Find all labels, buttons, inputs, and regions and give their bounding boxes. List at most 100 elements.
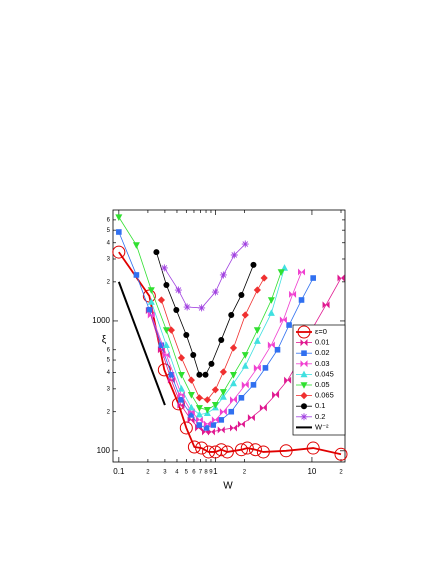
marker <box>203 406 211 414</box>
marker <box>195 441 209 455</box>
marker <box>300 370 308 378</box>
marker <box>229 396 237 404</box>
marker <box>187 416 195 424</box>
y-tick-label: 3 <box>107 257 111 263</box>
marker <box>281 264 289 271</box>
legend-label: 0.045 <box>315 369 334 378</box>
marker <box>238 291 245 298</box>
marker <box>310 275 316 281</box>
y-tick-label: 4 <box>107 370 111 376</box>
marker <box>248 443 262 457</box>
marker <box>163 282 170 289</box>
marker <box>211 416 219 424</box>
marker <box>298 297 305 303</box>
x-axis-label: W <box>223 481 233 492</box>
marker <box>240 441 254 455</box>
marker <box>187 403 195 411</box>
marker <box>300 392 308 400</box>
marker <box>334 447 348 461</box>
y-tick-label: 1000 <box>92 316 110 325</box>
marker <box>177 354 186 362</box>
marker <box>174 286 182 294</box>
series-line <box>164 243 246 309</box>
marker <box>196 371 203 378</box>
series-line <box>156 251 254 376</box>
x-tick-label: 1 <box>213 467 218 476</box>
marker <box>300 382 308 389</box>
marker <box>241 362 249 369</box>
marker <box>208 360 215 367</box>
marker <box>203 396 211 404</box>
marker <box>219 368 227 376</box>
marker <box>112 245 126 259</box>
marker <box>211 386 219 394</box>
series-line <box>117 281 166 406</box>
marker <box>219 393 227 400</box>
marker <box>301 350 307 356</box>
marker <box>262 365 269 371</box>
marker <box>116 229 122 235</box>
marker <box>187 376 195 384</box>
x-tick-label: 3 <box>163 470 167 476</box>
y-tick-label: 5 <box>107 358 111 364</box>
series-line <box>118 216 282 411</box>
marker <box>253 327 261 334</box>
marker <box>162 327 170 334</box>
marker <box>198 304 206 312</box>
marker <box>162 351 170 359</box>
marker <box>214 443 228 457</box>
y-tick-label: 2 <box>107 279 111 285</box>
marker <box>195 410 203 418</box>
marker <box>202 445 216 459</box>
marker <box>277 269 285 276</box>
marker <box>220 445 234 459</box>
marker <box>183 303 191 311</box>
marker <box>259 404 267 412</box>
marker <box>300 413 308 421</box>
marker <box>190 351 197 358</box>
marker <box>241 381 249 389</box>
legend-label: 0.01 <box>315 338 330 347</box>
marker <box>241 352 249 359</box>
marker <box>158 342 165 349</box>
series-line <box>118 231 314 429</box>
marker <box>195 405 203 412</box>
marker <box>203 420 211 428</box>
marker <box>219 271 227 279</box>
x-tick-label: 5 <box>185 470 189 476</box>
y-tick-label: 2 <box>107 409 111 415</box>
x-tick-label: 2 <box>339 470 343 476</box>
marker <box>146 306 153 313</box>
marker <box>157 296 166 304</box>
marker <box>241 311 249 319</box>
marker <box>147 287 155 294</box>
marker <box>203 425 210 431</box>
marker <box>237 420 245 428</box>
marker <box>157 363 171 377</box>
x-tick-label: 9 <box>209 470 213 476</box>
marker <box>260 274 268 282</box>
legend-label: W⁻² <box>315 422 329 431</box>
marker <box>229 424 237 432</box>
marker <box>230 251 238 259</box>
marker <box>256 445 270 459</box>
series-line <box>161 277 265 401</box>
marker <box>279 444 293 458</box>
marker <box>253 286 261 294</box>
marker <box>177 401 185 409</box>
marker <box>241 240 249 248</box>
marker <box>188 412 194 418</box>
marker <box>218 417 225 423</box>
legend-label: ε=0 <box>315 327 327 336</box>
marker <box>298 268 306 276</box>
marker <box>132 242 140 249</box>
marker <box>274 346 281 353</box>
x-tick-label: 2 <box>146 470 150 476</box>
marker <box>167 326 175 334</box>
x-tick-label: 6 <box>192 470 196 476</box>
marker <box>196 422 203 428</box>
marker <box>219 408 227 416</box>
marker <box>267 341 275 349</box>
marker <box>250 382 257 388</box>
marker <box>228 408 235 415</box>
